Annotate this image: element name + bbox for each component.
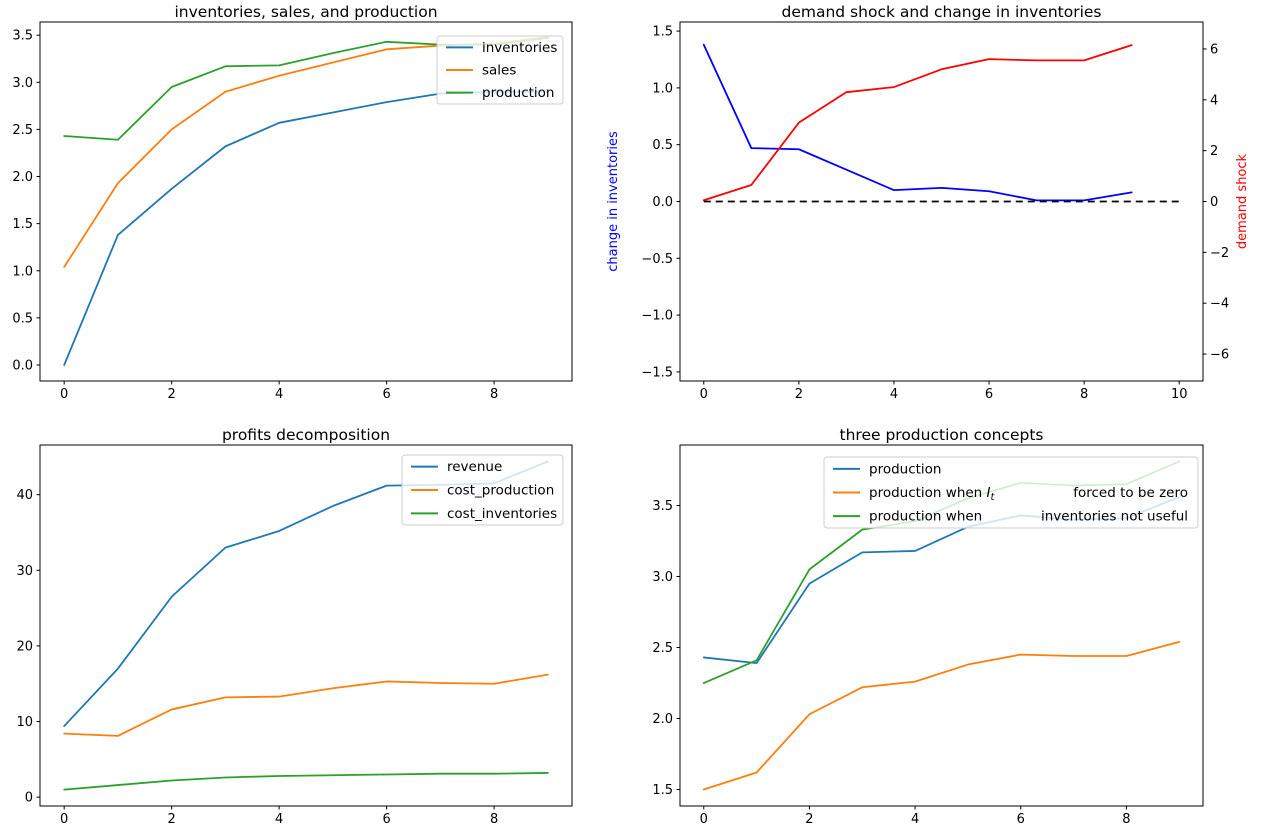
legend-label: inventories: [482, 40, 557, 56]
right-y-tick-label: −2: [1210, 246, 1229, 261]
x-tick-label: 8: [1080, 387, 1088, 402]
legend-label: sales: [482, 63, 516, 79]
right-y-tick-label: −4: [1210, 297, 1229, 312]
y-tick-label: 1.0: [652, 81, 673, 96]
subplot-demand-shock-and-change-in-inventories: 0 2 4 6 8 10 −1.5 −1.0 −0.5 0.0 0.5 1.0 1.5 −6 −4 −2 0 2 4…: [606, 21, 1250, 402]
right-y-axis-label: demand shock: [1235, 153, 1250, 249]
y-tick-label: 20: [16, 639, 33, 654]
x-tick-label: 2: [168, 387, 176, 402]
legend-label-right: forced to be zero: [1073, 485, 1188, 501]
legend-label-right: inventories not useful: [1041, 509, 1188, 525]
y-tick-label: 0.0: [652, 195, 673, 210]
legend-label: production: [869, 461, 942, 477]
y-tick-label: 0.0: [12, 358, 33, 373]
y-tick-label: −1.0: [641, 309, 673, 324]
x-tick-label: 0: [60, 387, 68, 402]
y-tick-label: 2.0: [652, 712, 673, 727]
y-tick-label: 3.5: [12, 29, 33, 44]
x-tick-label: 10: [1171, 387, 1188, 402]
legend-box: [436, 35, 564, 105]
x-tick-label: 6: [985, 387, 993, 402]
series-line-production-when-i-t-forced-to-be-zero: [702, 640, 1181, 791]
x-tick-label: 8: [490, 387, 498, 402]
y-tick-label: 2.5: [652, 641, 673, 656]
legend: inventories sales production: [436, 35, 564, 105]
axes-spines: [39, 444, 573, 807]
right-y-tick-label: 0: [1210, 195, 1218, 210]
x-tick-label: 4: [275, 812, 283, 827]
legend-box: [823, 456, 1199, 529]
y-tick-label: 40: [16, 488, 33, 503]
x-tick-label: 6: [382, 812, 390, 827]
y-tick-label: 1.0: [12, 264, 33, 279]
axes-spines: [39, 21, 573, 382]
y-axis-label: change in inventories: [606, 131, 621, 272]
legend: revenue cost_production cost_inventories: [401, 454, 564, 526]
x-tick-label: 4: [911, 812, 919, 827]
subplot-inventories-sales-production: 0 2 4 6 8 0.0 0.5 1.0 1.5 2.0 2.5 3.0 3.5 inventories…: [12, 21, 573, 402]
legend-label: cost_inventories: [447, 506, 557, 522]
x-tick-label: 4: [890, 387, 898, 402]
subplot-profits-decomposition: 0 2 4 6 8 0 10 20 30 40 revenue cost_productioncost…: [16, 444, 573, 827]
x-tick-label: 2: [795, 387, 803, 402]
x-tick-label: 8: [490, 812, 498, 827]
legend-label: cost_production: [447, 483, 554, 499]
chart-title-profits-decomposition: profits decomposition: [221, 426, 391, 444]
axes-spines: [679, 444, 1204, 807]
chart-title-demand-shock-change-inventories: demand shock and change in inventories: [781, 3, 1102, 21]
y-tick-label: 2.5: [12, 123, 33, 138]
series-line-change-in-inventories: [702, 43, 1133, 202]
x-tick-label: 6: [1017, 812, 1025, 827]
x-tick-label: 6: [382, 387, 390, 402]
legend-label: revenue: [447, 459, 502, 475]
y-tick-label: 0.5: [652, 138, 673, 153]
y-tick-label: 3.5: [652, 499, 673, 514]
subplot-three-production-concepts: 0 2 4 6 81.52.02.53.03.5productionproduction…: [652, 444, 1204, 827]
series-line-cost-production: [63, 673, 549, 737]
legend: production production when It forced to be…: [823, 456, 1199, 529]
legend-label: production when: [869, 509, 982, 525]
y-tick-label: 1.5: [652, 783, 673, 798]
y-tick-label: 3.0: [652, 570, 673, 585]
y-tick-label: 10: [16, 715, 33, 730]
axes-spines: [679, 21, 1204, 382]
y-tick-label: 1.5: [12, 217, 33, 232]
legend-label: production when It: [869, 485, 996, 503]
x-tick-label: 0: [700, 387, 708, 402]
y-tick-label: −1.5: [641, 365, 673, 380]
x-tick-label: 4: [275, 387, 283, 402]
y-tick-label: 3.0: [12, 76, 33, 91]
x-tick-label: 0: [700, 812, 708, 827]
y-tick-label: 1.5: [652, 25, 673, 40]
right-y-tick-label: −6: [1210, 348, 1229, 363]
right-y-tick-label: 2: [1210, 144, 1218, 159]
x-tick-label: 0: [60, 812, 68, 827]
y-tick-label: 0: [25, 791, 33, 806]
right-y-tick-label: 6: [1210, 42, 1218, 57]
x-tick-label: 2: [805, 812, 813, 827]
y-tick-label: 0.5: [12, 311, 33, 326]
chart-title-three-production-concepts: three production concepts: [839, 426, 1044, 444]
x-tick-label: 8: [1122, 812, 1130, 827]
chart-title-inventories-sales-production: inventories, sales, and production: [174, 3, 438, 21]
series-line-demand-shock: [702, 44, 1133, 202]
legend-label: production: [482, 85, 555, 101]
y-tick-label: −0.5: [641, 252, 673, 267]
y-tick-label: 30: [16, 564, 33, 579]
legend-box: [401, 454, 564, 526]
x-tick-label: 2: [168, 812, 176, 827]
series-line-cost-inventories: [63, 772, 549, 791]
right-y-tick-label: 4: [1210, 93, 1218, 108]
y-tick-label: 2.0: [12, 170, 33, 185]
series-line-inventories: [63, 90, 549, 366]
